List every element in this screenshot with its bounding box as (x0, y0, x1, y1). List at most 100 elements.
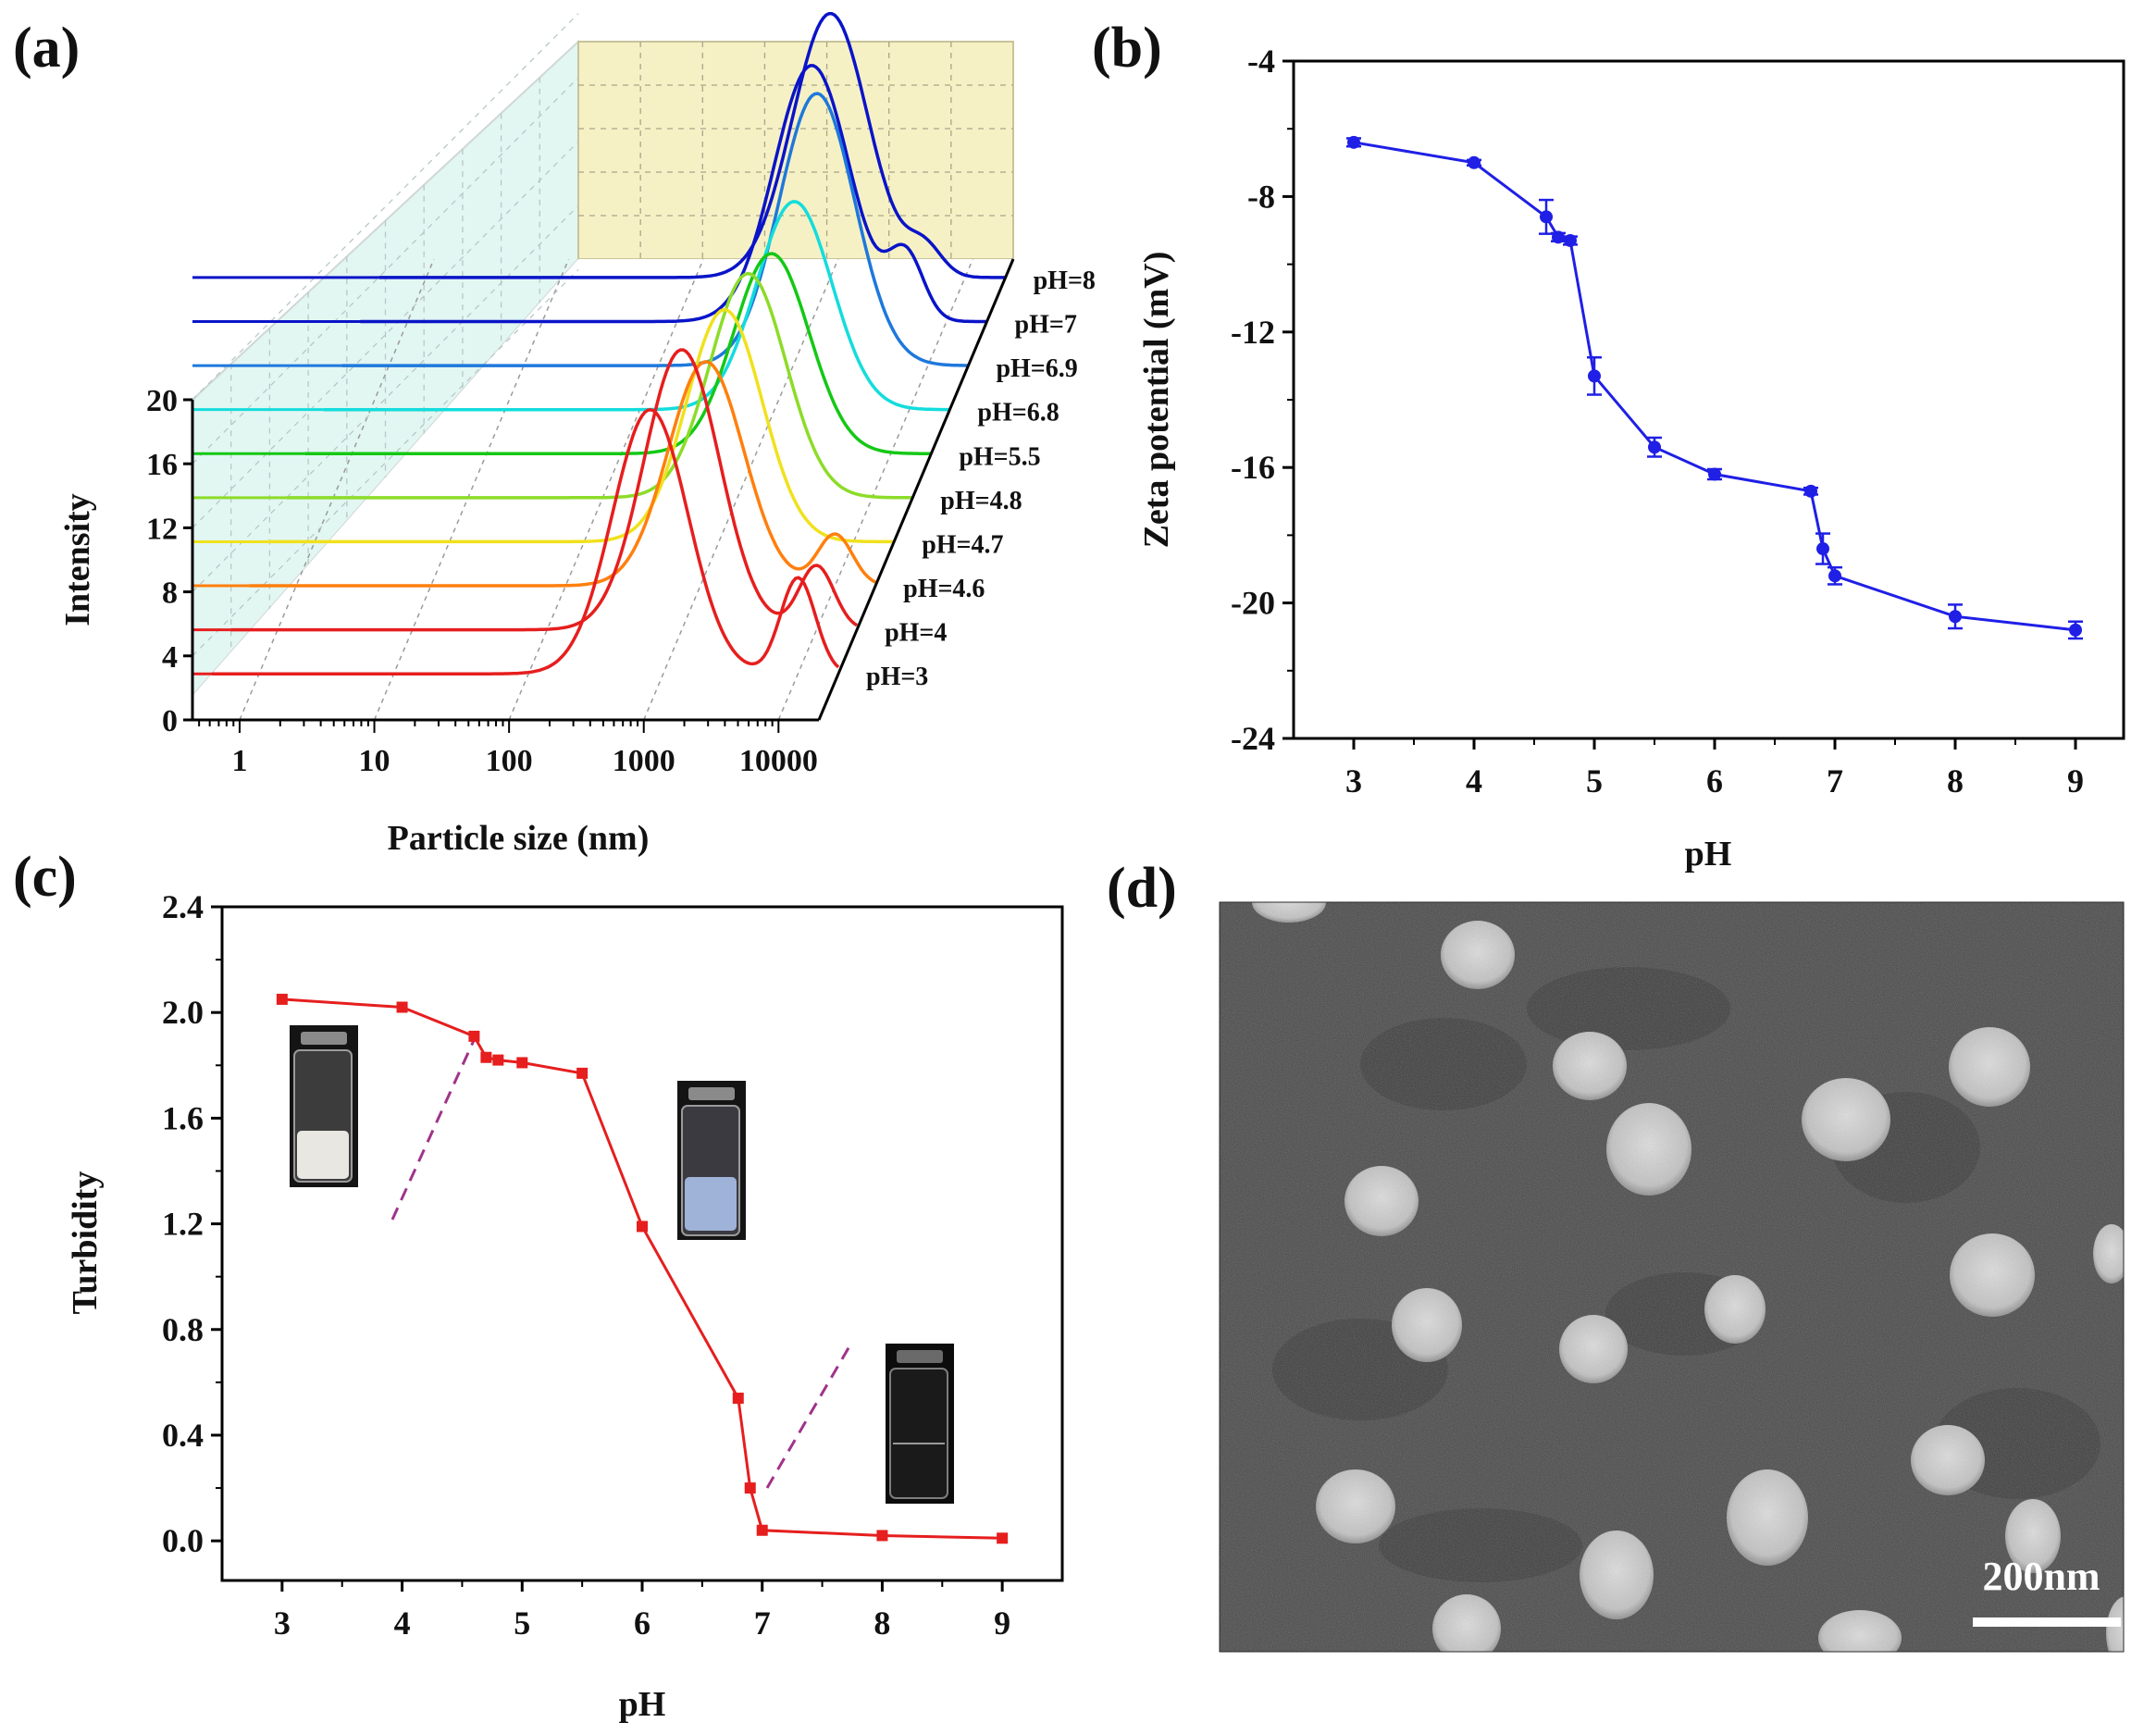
b-data-point (1708, 467, 1721, 481)
c-data-point (516, 1057, 528, 1069)
c-x-axis-title: pH (619, 1685, 666, 1724)
a-series-label: pH=3 (866, 663, 928, 691)
b-data-point (1588, 369, 1601, 383)
a-floor-gridline (373, 258, 570, 721)
c-data-point (744, 1482, 756, 1494)
panel-b-label: (b) (1092, 17, 1162, 80)
c-data-point (876, 1530, 888, 1542)
floor-plane (192, 259, 1013, 720)
b-data-point (2069, 623, 2082, 637)
scale-bar (1973, 1617, 2121, 1627)
a-sidewall-gridline (192, 204, 579, 593)
a-floor-gridline (777, 258, 974, 721)
a-series-curve (286, 271, 913, 500)
b-data-point (1347, 135, 1360, 149)
a-series-label: pH=8 (1034, 266, 1096, 295)
scale-bar-label: 200nm (1982, 1554, 2100, 1599)
a-x-tick-label: 1000 (613, 744, 675, 778)
a-y-tick-label: 12 (146, 512, 178, 546)
b-data-point (1540, 210, 1553, 224)
a-x-tick-label: 10000 (739, 744, 818, 778)
panel-c-ticks: 3 4 5 6 7 8 9 0.0 0.4 0.8 1.2 1.6 2.0 2.4 (162, 888, 1010, 1642)
a-sidewall-gridline (192, 141, 579, 528)
guide-line-right (765, 1345, 851, 1489)
b-x-axis-title: pH (1685, 835, 1732, 874)
b-x-tick-label: 3 (1345, 762, 1362, 799)
b-y-tick-label: -24 (1231, 720, 1275, 757)
c-data-point (480, 1051, 492, 1063)
a-y-tick-label: 0 (162, 704, 178, 738)
a-series-label: pH=5.5 (959, 442, 1040, 471)
a-series-label: pH=4 (885, 619, 947, 648)
c-data-point (637, 1221, 648, 1233)
a-y-tick-label: 16 (146, 448, 178, 482)
panel-a-series-labels: pH=8 pH=7 pH=6.9 pH=6.8 pH=5.5 pH=4.8 pH=4.7 pH… (866, 266, 1096, 691)
a-depth-axis (817, 258, 1015, 721)
b-y-tick-label: -20 (1231, 585, 1275, 622)
c-data-point (468, 1030, 480, 1042)
b-data-point (1468, 155, 1481, 169)
guide-line-left (390, 1035, 477, 1221)
a-series-curve (360, 64, 987, 324)
c-y-tick-label: 1.2 (162, 1206, 204, 1243)
a-series-label: pH=7 (1015, 311, 1077, 340)
c-y-tick-label: 0.4 (162, 1417, 204, 1454)
b-data-point (1804, 484, 1817, 498)
a-floor-gridline (508, 258, 704, 721)
c-x-tick-label: 3 (274, 1605, 291, 1642)
panel-d-label: (d) (1107, 857, 1177, 920)
panel-a-ticks: 0 4 8 12 16 20 1 10 100 1000 10000 (146, 384, 818, 778)
panel-a-baselines (192, 276, 379, 675)
c-x-tick-label: 8 (874, 1605, 890, 1642)
b-data-point (1949, 610, 1962, 624)
a-series-label: pH=4.7 (922, 530, 1003, 559)
b-series-line (1353, 141, 2076, 632)
a-series-label: pH=4.8 (940, 487, 1022, 515)
a-floor-gridline (239, 258, 435, 721)
a-series-label: pH=6.8 (977, 399, 1059, 428)
b-plot-frame (1292, 59, 2125, 740)
panel-b-ticks: 3 4 5 6 7 8 9 -4 -8 -12 -16 -20 -24 (1231, 43, 2084, 799)
a-series-label: pH=6.9 (996, 354, 1077, 383)
c-y-axis-title: Turbidity (66, 1171, 105, 1315)
a-series-label: pH=4.6 (903, 575, 985, 603)
a-y-tick-label: 4 (162, 640, 178, 675)
c-data-point (396, 1001, 408, 1013)
panel-a-grid (192, 13, 1013, 721)
b-data-point (1816, 542, 1829, 556)
c-y-tick-label: 0.8 (162, 1311, 204, 1348)
a-sidewall-gridline (192, 13, 579, 401)
back-wall (577, 41, 1014, 260)
c-x-tick-label: 9 (994, 1605, 1010, 1642)
c-x-tick-label: 5 (514, 1605, 530, 1642)
c-x-tick-label: 6 (634, 1605, 651, 1642)
b-x-tick-label: 7 (1827, 762, 1843, 799)
a-sidewall-gridline (192, 77, 579, 465)
c-y-tick-label: 0.0 (162, 1522, 204, 1559)
a-floor-gridline (643, 258, 839, 721)
b-y-tick-label: -4 (1247, 43, 1275, 80)
c-y-tick-label: 2.0 (162, 994, 204, 1031)
a-y-axis-title: Intensity (58, 493, 97, 626)
b-y-tick-label: -12 (1231, 314, 1275, 351)
b-x-tick-label: 9 (2067, 762, 2084, 799)
panel-a-curves (212, 11, 1006, 675)
a-sidewall-gridline (192, 269, 579, 657)
a-series-curve (341, 92, 969, 367)
b-data-point (1564, 233, 1577, 247)
b-x-tick-label: 5 (1586, 762, 1603, 799)
a-y-tick-label: 8 (162, 576, 178, 611)
c-x-tick-label: 4 (394, 1605, 411, 1642)
a-series-curve (323, 200, 950, 412)
panel-c-series (276, 993, 1009, 1544)
c-data-point (492, 1054, 504, 1066)
b-y-tick-label: -16 (1231, 449, 1275, 486)
a-x-axis-title: Particle size (nm) (388, 819, 650, 858)
a-x-tick-label: 100 (486, 744, 533, 778)
a-series-curve (230, 348, 859, 632)
b-data-point (1552, 230, 1565, 244)
c-y-tick-label: 1.6 (162, 1099, 204, 1136)
bluish-vial (677, 1081, 746, 1240)
a-series-curve (378, 11, 1006, 279)
